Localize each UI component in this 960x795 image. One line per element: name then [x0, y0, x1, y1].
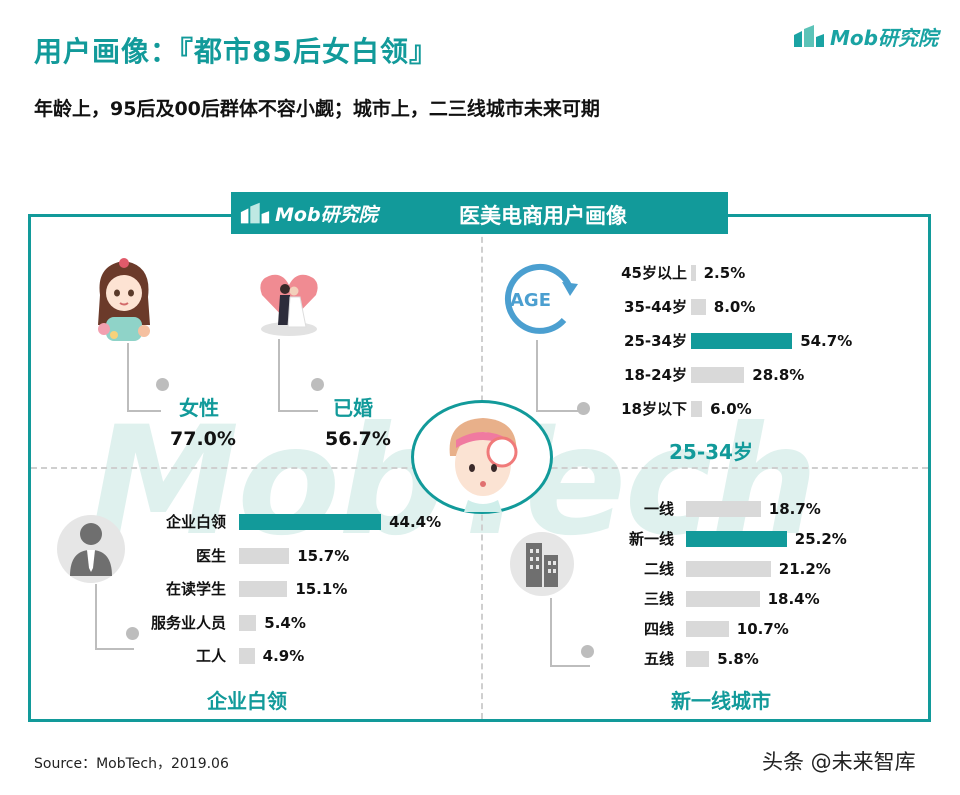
- gender-value: 77.0%: [170, 428, 236, 450]
- bar-category-label: 工人: [195, 647, 226, 665]
- banner-logo-icon: [240, 202, 270, 223]
- woman-avatar-icon: [98, 258, 150, 341]
- marital-connector: [278, 339, 318, 412]
- occupation-connector-dot: [126, 627, 139, 640]
- bar-value-label: 28.8%: [752, 366, 805, 384]
- bar-value-label: 18.7%: [768, 500, 821, 518]
- bar-category-label: 五线: [643, 650, 674, 668]
- bar-value-label: 15.1%: [295, 580, 348, 598]
- source-note: Source：MobTech，2019.06: [34, 756, 229, 772]
- bar: [686, 651, 710, 667]
- bar-value-label: 54.7%: [800, 332, 853, 350]
- bar: [686, 591, 760, 607]
- city-chart: 一线 18.7% 新一线 25.2% 二线 21.2% 三线 18.4% 四线 10.7% 五线 5.…: [600, 495, 920, 675]
- bar: [239, 514, 382, 530]
- gender-connector-dot: [156, 378, 169, 391]
- banner-title: 医美电商用户画像: [459, 204, 627, 228]
- banner-logo-text: Mob研究院: [275, 204, 378, 226]
- city-chart-title: 新一线城市: [671, 689, 771, 713]
- bar: [686, 531, 787, 547]
- bar-category-label: 四线: [643, 620, 674, 638]
- bar-category-label: 新一线: [628, 530, 674, 548]
- brand-logo-icon: [794, 24, 825, 47]
- age-connector: [536, 340, 584, 412]
- age-connector-dot: [577, 402, 590, 415]
- bar-category-label: 45岁以上: [621, 264, 687, 282]
- bar-value-label: 25.2%: [794, 530, 847, 548]
- bar: [239, 547, 290, 564]
- bar-value-label: 5.4%: [264, 613, 306, 632]
- marital-value: 56.7%: [325, 428, 391, 450]
- bar: [686, 561, 771, 577]
- marital-connector-dot: [311, 378, 324, 391]
- panel-banner: Mob研究院 医美电商用户画像: [231, 192, 728, 234]
- gender-connector: [127, 343, 161, 412]
- bar: [239, 614, 257, 631]
- bar: [691, 265, 696, 281]
- brand-logo: Mob研究院: [792, 22, 938, 51]
- bar-category-label: 25-34岁: [624, 332, 687, 350]
- city-connector: [550, 598, 590, 667]
- bar: [691, 333, 793, 349]
- bar-value-label: 15.7%: [297, 546, 350, 565]
- bar-value-label: 44.4%: [389, 513, 442, 531]
- bar: [686, 501, 761, 517]
- age-cycle-icon: AGE: [504, 263, 578, 334]
- businessman-icon: [70, 523, 112, 576]
- occupation-chart: 企业白领 44.4% 医生 15.7% 在读学生 15.1% 服务业人员 5.4% 工人 4.9%: [130, 505, 460, 675]
- age-icon-text: AGE: [510, 290, 551, 311]
- gender-label: 女性: [179, 396, 219, 420]
- bar: [691, 299, 706, 315]
- occupation-connector: [95, 584, 134, 650]
- credit-watermark: 头条 @未来智库: [762, 750, 916, 774]
- bar-category-label: 医生: [195, 546, 226, 565]
- city-connector-dot: [581, 645, 594, 658]
- bar-value-label: 5.8%: [717, 650, 759, 668]
- bar-category-label: 三线: [643, 590, 674, 608]
- bar-value-label: 10.7%: [736, 620, 789, 638]
- age-chart-title: 25-34岁: [669, 440, 753, 464]
- bar-value-label: 18.4%: [767, 590, 820, 608]
- brand-logo-text: Mob研究院: [830, 26, 938, 50]
- page-title: 用户画像：『都市85后女白领』: [34, 35, 438, 68]
- marital-label: 已婚: [333, 396, 373, 420]
- bar-category-label: 一线: [643, 500, 674, 518]
- bar-category-label: 企业白领: [165, 513, 226, 531]
- building-icon: [526, 543, 558, 587]
- page-subtitle: 年龄上，95后及00后群体不容小觑；城市上，二三线城市未来可期: [34, 98, 600, 120]
- bar-value-label: 6.0%: [710, 400, 752, 418]
- bar: [691, 367, 745, 383]
- bar-value-label: 4.9%: [262, 647, 305, 665]
- wedding-couple-icon: [260, 274, 318, 336]
- bar-category-label: 35-44岁: [624, 298, 687, 316]
- bar: [239, 648, 255, 664]
- bar-category-label: 18岁以下: [621, 400, 687, 418]
- occupation-chart-title: 企业白领: [207, 689, 287, 713]
- bar: [239, 581, 288, 597]
- age-chart: 45岁以上 2.5% 35-44岁 8.0% 25-34岁 54.7% 18-24岁 28.8…: [610, 250, 910, 420]
- bar-value-label: 8.0%: [713, 298, 756, 316]
- bar-category-label: 在读学生: [165, 580, 226, 598]
- bar-category-label: 二线: [643, 560, 674, 578]
- face-mask-woman-icon: [449, 418, 518, 512]
- bar-category-label: 18-24岁: [624, 366, 687, 384]
- bar-category-label: 服务业人员: [150, 613, 226, 632]
- bar: [691, 401, 703, 417]
- banner-logo: Mob研究院: [239, 200, 378, 227]
- bar: [686, 621, 729, 637]
- bar-value-label: 21.2%: [778, 560, 831, 578]
- bar-value-label: 2.5%: [703, 264, 746, 282]
